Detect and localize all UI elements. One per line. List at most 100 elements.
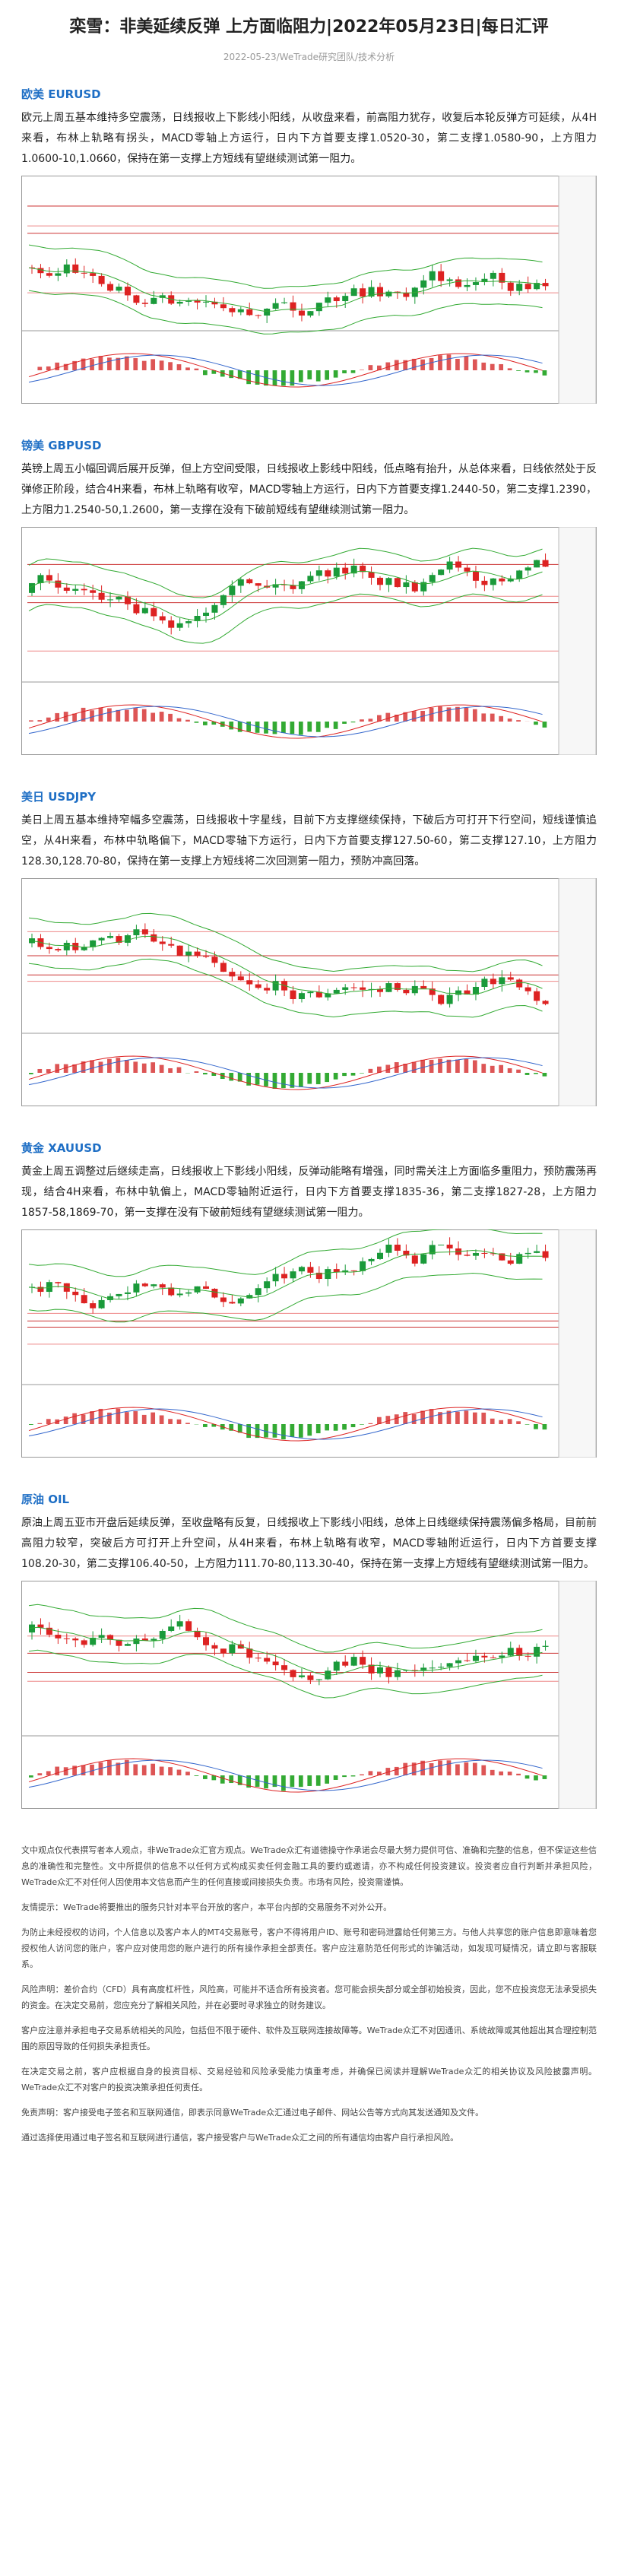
macd-bar: [516, 370, 521, 371]
macd-bar: [333, 1073, 338, 1080]
macd-bar: [203, 722, 208, 725]
macd-bar: [246, 722, 251, 732]
macd-bar: [307, 370, 312, 379]
macd-bar: [307, 1073, 312, 1084]
sections: 欧美 EURUSD 欧元上周五基本维持多空震荡，日线报收上下影线小阳线，从收盘来看…: [21, 86, 597, 1809]
macd-line: [28, 353, 543, 388]
chart-image: [21, 527, 597, 755]
candle-body: [350, 565, 357, 574]
section-body: 欧元上周五基本维持多空震荡，日线报收上下影线小阳线，从收盘来看，前高阻力犹存，收…: [21, 112, 597, 165]
macd-bar: [185, 1423, 190, 1424]
candle-body: [368, 1664, 375, 1673]
macd-bar: [194, 1775, 199, 1776]
macd-bar: [107, 1412, 112, 1424]
candle-body: [107, 936, 114, 938]
macd-bar: [411, 1061, 417, 1073]
band-line: [28, 1626, 543, 1676]
macd-bar: [63, 1064, 68, 1073]
candle-body: [516, 1254, 523, 1264]
chart-image: [21, 878, 597, 1106]
candle-body: [290, 990, 296, 1000]
macd-bar: [246, 1775, 251, 1788]
macd-bar: [385, 1416, 391, 1424]
macd-bar: [516, 720, 521, 722]
macd-bar: [446, 1410, 452, 1424]
candle-body: [429, 988, 436, 995]
candle-body: [55, 949, 62, 950]
macd-bar: [490, 1065, 495, 1073]
macd-bar: [385, 1064, 391, 1073]
macd-bar: [368, 719, 373, 722]
macd-bar: [499, 715, 504, 722]
candle-body: [90, 273, 97, 276]
candle-body: [37, 575, 44, 583]
macd-bar: [360, 1073, 364, 1074]
band-line: [28, 1229, 543, 1277]
candle-body: [411, 582, 418, 592]
candle-body: [490, 979, 496, 985]
candle-body: [229, 972, 236, 977]
price-axis: [558, 878, 597, 1106]
macd-bar: [507, 719, 512, 722]
macd-bar: [455, 1411, 460, 1424]
macd-bar: [325, 1424, 330, 1431]
macd-bar: [481, 1765, 486, 1775]
macd-bar: [124, 1759, 129, 1775]
macd-bar: [368, 1423, 373, 1424]
candle-body: [507, 977, 514, 980]
candle-body: [176, 301, 183, 304]
macd-bar: [168, 1419, 173, 1424]
candle-body: [255, 1288, 261, 1296]
candle-body: [542, 283, 549, 287]
candle-body: [333, 567, 340, 577]
macd-bar: [124, 709, 129, 722]
macd-bar: [159, 1415, 164, 1424]
macd-bar: [290, 1073, 295, 1088]
candle-body: [464, 284, 471, 287]
macd-bar: [37, 1773, 43, 1775]
macd-bar: [385, 712, 391, 722]
candle-body: [203, 1637, 210, 1645]
candle-body: [403, 293, 410, 297]
candle-body: [116, 1293, 122, 1296]
macd-bar: [534, 1424, 538, 1429]
macd-bar: [481, 362, 486, 370]
band-line: [28, 593, 543, 644]
candle-body: [411, 985, 418, 994]
price-axis: [558, 1229, 597, 1458]
candle-body: [194, 300, 201, 303]
macd-bar: [151, 1062, 156, 1073]
candle-body: [377, 1667, 384, 1673]
candle-body: [255, 583, 261, 586]
macd-bar: [229, 1073, 234, 1081]
macd-bar: [472, 359, 477, 370]
macd-bar: [360, 719, 364, 722]
candle-body: [429, 271, 436, 281]
candle-body: [455, 990, 462, 995]
macd-line: [28, 1057, 543, 1089]
candle-body: [141, 1283, 148, 1286]
macd-bar: [472, 1762, 477, 1775]
macd-bar: [124, 1060, 129, 1073]
macd-bar: [168, 362, 173, 370]
candle-body: [229, 585, 236, 595]
macd-bar: [534, 722, 538, 725]
macd-bar: [81, 1414, 86, 1424]
macd-bar: [133, 1411, 138, 1424]
candle-body: [272, 303, 279, 309]
macd-bar: [90, 1060, 94, 1073]
candle-body: [185, 1292, 192, 1294]
macd-bar: [246, 370, 251, 385]
candle-body: [159, 295, 166, 298]
macd-bar: [490, 713, 495, 722]
candle-body: [438, 995, 445, 1004]
macd-bar: [237, 1775, 242, 1785]
candle-body: [141, 1639, 148, 1641]
candle-body: [525, 1655, 531, 1657]
candle-body: [237, 976, 244, 981]
candle-body: [403, 582, 410, 588]
candle-body: [507, 282, 514, 291]
candle-body: [194, 951, 201, 956]
candle-body: [272, 1661, 279, 1666]
macd-bar: [499, 1420, 504, 1424]
